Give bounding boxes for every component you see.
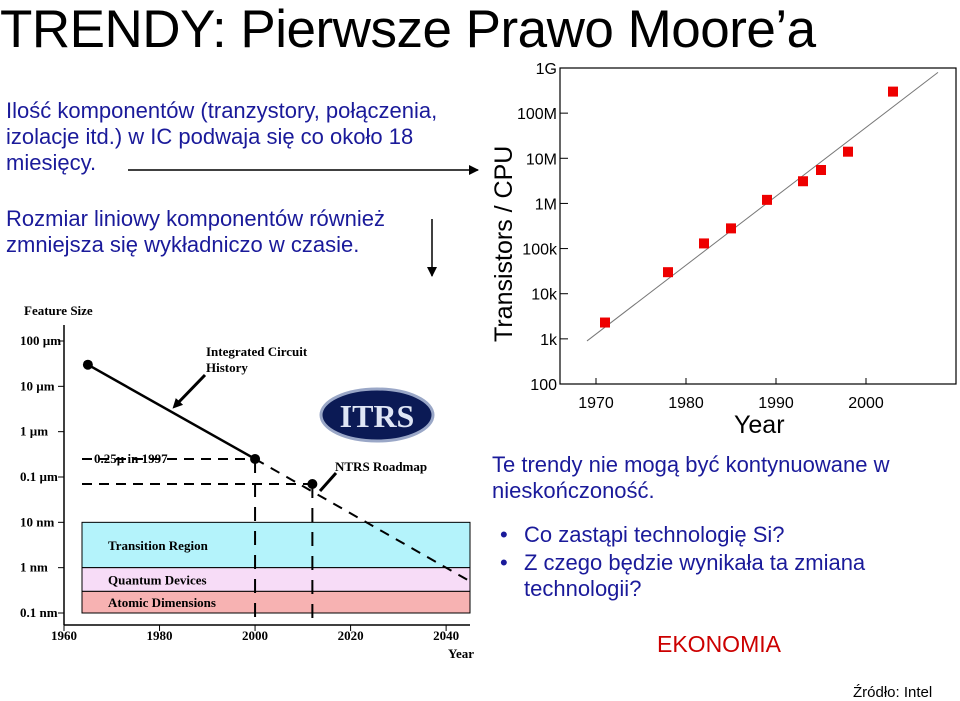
x-tick-label: 2000	[242, 628, 268, 643]
region-label: Quantum Devices	[108, 573, 207, 588]
trends-text: Te trendy nie mogą być kontynuowane w ni…	[492, 452, 890, 503]
trend-line	[586, 71, 939, 342]
y-tick-label: 1 nm	[20, 560, 48, 575]
feature-size-chart: Feature Size Transition Region Quantum De…	[20, 303, 474, 661]
ic-history-label-2: History	[206, 360, 248, 375]
transistor-x-axis-label: Year	[734, 411, 785, 439]
x-tick-label: 2000	[848, 395, 884, 412]
transistor-plot-frame	[559, 67, 957, 385]
ic-history-line	[87, 363, 256, 461]
y-tick-label: 1M	[535, 196, 557, 213]
x-tick-label: 1990	[758, 395, 794, 412]
y-tick-label: 100k	[522, 242, 558, 259]
data-point	[798, 176, 808, 187]
question-list: • Co zastąpi technologię Si? • Z czego będ…	[500, 522, 940, 604]
x-tick-label: 1980	[147, 628, 173, 643]
x-tick-label: 1980	[668, 395, 704, 412]
transistor-chart: Transistors / CPU 1G 100M 10M 1M 100k 10k 1k 10…	[490, 61, 957, 439]
bullet-icon: •	[500, 550, 508, 575]
ekonomia-label: EKONOMIA	[657, 631, 781, 657]
y-tick-label: 10 nm	[20, 514, 54, 529]
x-tick-label: 1970	[578, 395, 614, 412]
y-tick-label: 1k	[540, 332, 558, 349]
y-tick-label: 100 µm	[20, 333, 61, 348]
region-label: Transition Region	[108, 538, 209, 553]
data-point	[726, 223, 736, 234]
data-point	[82, 359, 93, 370]
y-tick-label: 0.1 nm	[20, 605, 58, 620]
data-point	[663, 267, 673, 278]
question-item: • Z czego będzie wynikała ta zmiana techn…	[500, 550, 866, 601]
transistor-axis-label: Transistors / CPU	[490, 146, 518, 342]
feature-axis-label: Feature Size	[24, 303, 93, 318]
ntrs-arrow	[318, 472, 338, 492]
x-tick-label: 2020	[338, 628, 364, 643]
y-tick-label: 100M	[517, 106, 557, 123]
data-point	[888, 86, 898, 97]
y-tick-label: 1G	[536, 61, 557, 78]
data-point	[762, 194, 772, 205]
x-tick-label: 1960	[51, 628, 77, 643]
slide-title: TRENDY: Pierwsze Prawo Moore’a	[0, 0, 816, 59]
paragraph-feature-size: Rozmiar liniowy komponentów również zmni…	[6, 206, 386, 257]
region-band	[81, 521, 471, 569]
data-point	[250, 453, 261, 464]
question-item: • Co zastąpi technologię Si?	[500, 522, 785, 547]
feature-x-axis-label: Year	[448, 646, 474, 661]
ntrs-roadmap-line	[254, 458, 471, 583]
data-point	[699, 238, 709, 249]
y-tick-label: 1 µm	[20, 424, 48, 439]
data-point	[816, 165, 826, 176]
y-tick-label: 100	[530, 377, 557, 394]
bullet-icon: •	[500, 522, 508, 547]
svg-text:ITRS: ITRS	[340, 398, 415, 434]
annotation-025: 0.25µ in 1997	[94, 451, 168, 466]
ntrs-label: NTRS Roadmap	[335, 459, 427, 474]
ic-history-label-1: Integrated Circuit	[206, 344, 308, 359]
region-label: Atomic Dimensions	[108, 595, 216, 610]
x-tick-label: 2040	[433, 628, 459, 643]
source-note: Źródło: Intel	[853, 684, 933, 701]
y-tick-label: 10M	[526, 151, 557, 168]
itrs-logo: ITRS	[319, 387, 435, 443]
data-point	[843, 146, 853, 157]
region-band	[81, 590, 471, 614]
y-tick-label: 10k	[531, 287, 558, 304]
y-tick-label: 10 µm	[20, 378, 55, 393]
y-tick-label: 0.1 µm	[20, 469, 58, 484]
paragraph-doubling: Ilość komponentów (tranzystory, połączen…	[6, 98, 438, 175]
data-point	[307, 479, 318, 490]
data-point	[600, 317, 610, 328]
ic-history-arrow	[172, 373, 207, 409]
